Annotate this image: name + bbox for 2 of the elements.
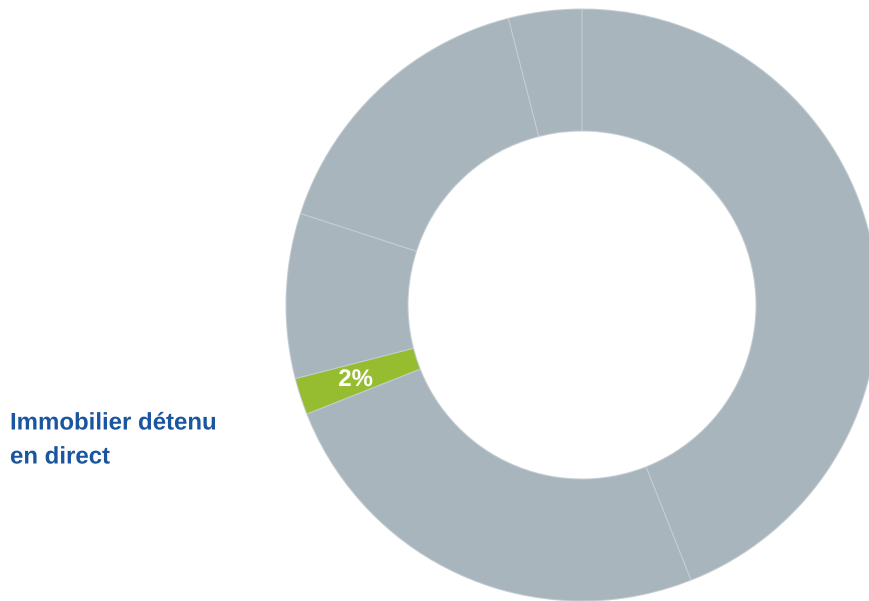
data-label: 2% bbox=[338, 365, 373, 392]
slice-label: Immobilier détenu en direct bbox=[10, 408, 224, 470]
